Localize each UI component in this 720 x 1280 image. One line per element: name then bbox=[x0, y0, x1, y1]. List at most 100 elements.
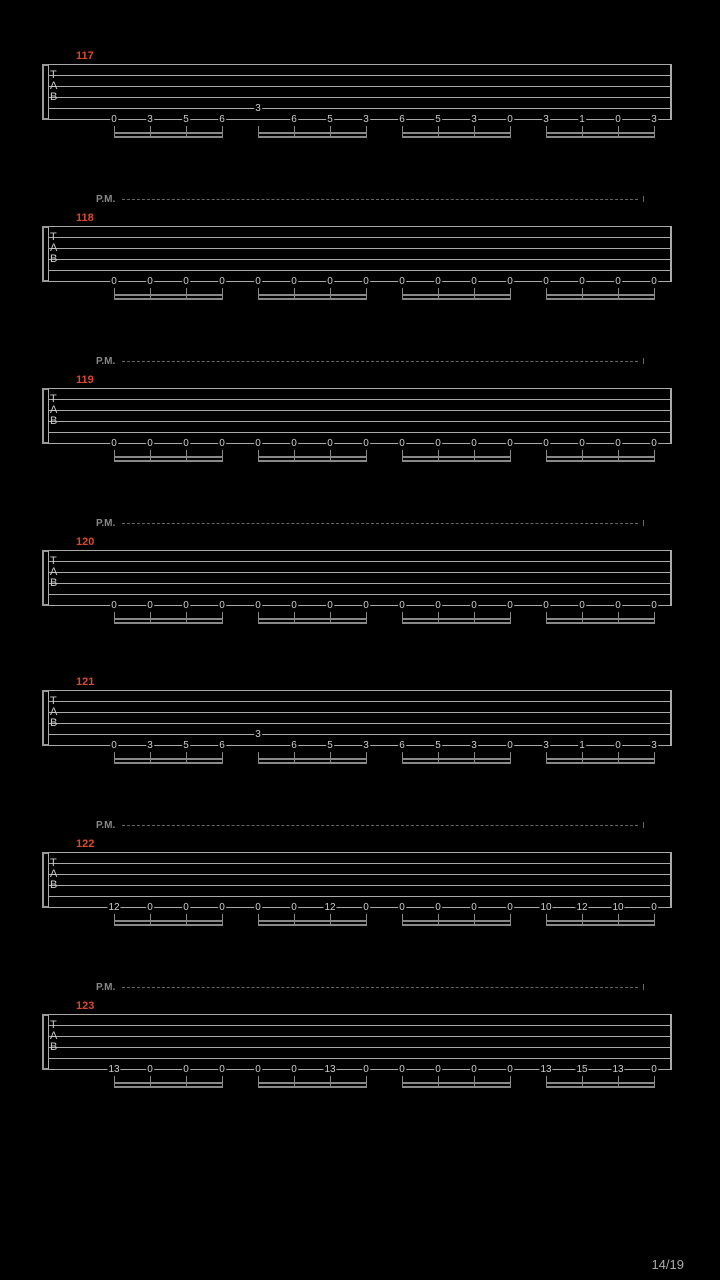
staff: TAB0000000000000000 bbox=[48, 550, 672, 606]
beam bbox=[546, 456, 654, 458]
fret-number: 0 bbox=[218, 600, 226, 611]
fret-number: 3 bbox=[362, 114, 370, 125]
fret-number: 6 bbox=[218, 740, 226, 751]
string-line bbox=[48, 550, 672, 551]
palm-mute-line bbox=[122, 361, 638, 362]
fret-number: 0 bbox=[542, 438, 550, 449]
fret-number: 0 bbox=[290, 600, 298, 611]
fret-number: 3 bbox=[650, 114, 658, 125]
beam bbox=[402, 762, 510, 764]
staff: TAB0356365365303103 bbox=[48, 690, 672, 746]
note-stem bbox=[366, 288, 367, 300]
fret-number: 0 bbox=[578, 276, 586, 287]
tab-clef-letter: B bbox=[50, 92, 56, 103]
beam bbox=[546, 298, 654, 300]
beam bbox=[402, 136, 510, 138]
fret-number: 5 bbox=[434, 114, 442, 125]
string-line bbox=[48, 734, 672, 735]
fret-number: 3 bbox=[254, 729, 262, 740]
beam bbox=[402, 924, 510, 926]
fret-number: 3 bbox=[650, 740, 658, 751]
beam-group bbox=[258, 1076, 366, 1090]
fret-number: 5 bbox=[434, 740, 442, 751]
beam bbox=[114, 920, 222, 922]
fret-number: 0 bbox=[290, 1064, 298, 1075]
note-stem bbox=[222, 914, 223, 926]
fret-number: 0 bbox=[470, 276, 478, 287]
string-line bbox=[48, 701, 672, 702]
string-line bbox=[48, 712, 672, 713]
measure: 123P.M.TAB130000013000001315130 bbox=[48, 1014, 672, 1070]
beam-group bbox=[546, 914, 654, 928]
string-line bbox=[48, 399, 672, 400]
beam bbox=[114, 762, 222, 764]
palm-mute-label: P.M. bbox=[96, 356, 115, 367]
fret-number: 15 bbox=[575, 1064, 588, 1075]
fret-number: 13 bbox=[611, 1064, 624, 1075]
fret-number: 0 bbox=[650, 438, 658, 449]
fret-number: 5 bbox=[182, 740, 190, 751]
string-line bbox=[48, 421, 672, 422]
fret-number: 1 bbox=[578, 740, 586, 751]
string-line bbox=[48, 410, 672, 411]
beam-group bbox=[546, 612, 654, 626]
fret-number: 0 bbox=[434, 1064, 442, 1075]
measure: 120P.M.TAB0000000000000000 bbox=[48, 550, 672, 606]
beam bbox=[402, 1082, 510, 1084]
note-stem bbox=[366, 1076, 367, 1088]
string-line bbox=[48, 1025, 672, 1026]
fret-number: 0 bbox=[434, 600, 442, 611]
staff: TAB130000013000001315130 bbox=[48, 1014, 672, 1070]
beam-group bbox=[402, 752, 510, 766]
note-stem bbox=[222, 288, 223, 300]
fret-number: 0 bbox=[254, 600, 262, 611]
note-stem bbox=[366, 612, 367, 624]
fret-number: 0 bbox=[650, 600, 658, 611]
beam bbox=[546, 758, 654, 760]
note-stem bbox=[654, 1076, 655, 1088]
fret-number: 3 bbox=[542, 740, 550, 751]
barline-end bbox=[670, 690, 672, 745]
fret-number: 0 bbox=[434, 438, 442, 449]
note-stem bbox=[222, 612, 223, 624]
string-line bbox=[48, 561, 672, 562]
barline-end bbox=[670, 852, 672, 907]
beam-group bbox=[402, 1076, 510, 1090]
beam-group bbox=[258, 914, 366, 928]
string-line bbox=[48, 259, 672, 260]
note-stem bbox=[510, 450, 511, 462]
beam-group bbox=[114, 1076, 222, 1090]
tab-clef-letter: B bbox=[50, 416, 56, 427]
note-stem bbox=[654, 612, 655, 624]
fret-number: 0 bbox=[650, 1064, 658, 1075]
beam bbox=[114, 132, 222, 134]
note-stem bbox=[222, 1076, 223, 1088]
fret-number: 0 bbox=[254, 902, 262, 913]
fret-number: 0 bbox=[182, 276, 190, 287]
measure-number: 117 bbox=[76, 50, 94, 62]
string-line bbox=[48, 86, 672, 87]
tab-clef-letter: B bbox=[50, 254, 56, 265]
barline bbox=[48, 852, 49, 907]
fret-number: 6 bbox=[398, 740, 406, 751]
fret-number: 0 bbox=[506, 1064, 514, 1075]
beam-group bbox=[546, 752, 654, 766]
fret-number: 0 bbox=[110, 114, 118, 125]
fret-number: 0 bbox=[362, 1064, 370, 1075]
beam bbox=[546, 294, 654, 296]
fret-number: 5 bbox=[326, 114, 334, 125]
staff: TAB0000000000000000 bbox=[48, 226, 672, 282]
barline-end bbox=[670, 226, 672, 281]
fret-number: 0 bbox=[146, 902, 154, 913]
note-stem bbox=[366, 914, 367, 926]
beam bbox=[114, 1082, 222, 1084]
beam bbox=[258, 298, 366, 300]
palm-mute-line bbox=[122, 987, 638, 988]
beam bbox=[546, 1082, 654, 1084]
beam bbox=[546, 924, 654, 926]
note-stem bbox=[510, 1076, 511, 1088]
fret-number: 0 bbox=[506, 438, 514, 449]
beam bbox=[546, 132, 654, 134]
beam bbox=[114, 758, 222, 760]
palm-mute-end bbox=[643, 822, 644, 828]
